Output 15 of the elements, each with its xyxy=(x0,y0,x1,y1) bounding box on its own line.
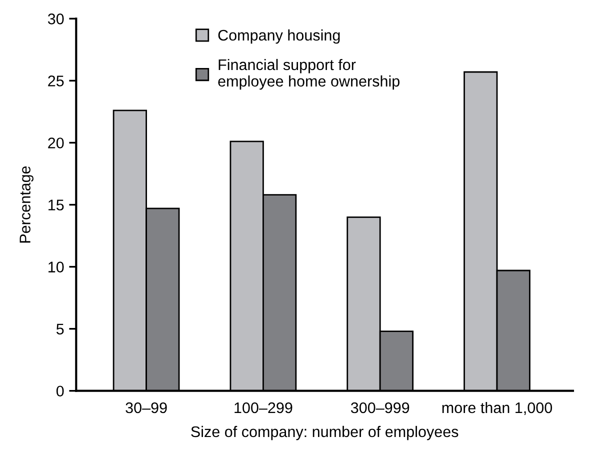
y-tick-label: 5 xyxy=(56,324,64,334)
x-tick-label: 30–99 xyxy=(126,402,167,414)
x-tick-label: more than 1,000 xyxy=(442,402,552,415)
y-tick-label: 0 xyxy=(56,386,64,397)
y-tick-label: 25 xyxy=(48,76,64,86)
y-tick-label: 30 xyxy=(48,14,64,24)
y-tick-label: 20 xyxy=(48,138,64,148)
y-axis-title: Percentage xyxy=(20,166,34,243)
x-axis-title: Size of company: number of employees xyxy=(191,426,458,440)
legend-label: Financial support for employee home ownership xyxy=(218,58,400,90)
x-tick-label: 300–999 xyxy=(350,402,410,414)
x-tick-label: 100–299 xyxy=(234,402,292,414)
legend-label: Company housing xyxy=(218,29,340,44)
y-tick-label: 15 xyxy=(48,200,64,210)
y-tick-label: 10 xyxy=(48,262,64,272)
